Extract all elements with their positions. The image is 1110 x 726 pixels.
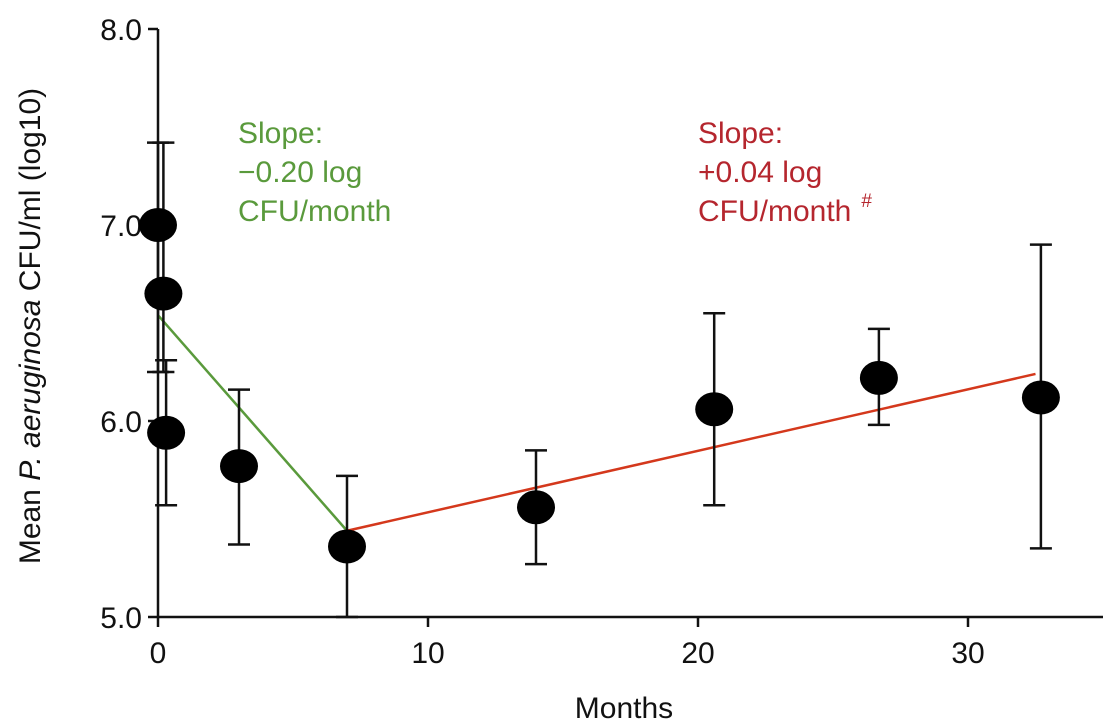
- slope-annotation-line: CFU/month: [238, 195, 391, 228]
- y-axis-title-prefix: Mean: [14, 481, 47, 564]
- data-point: [695, 392, 734, 427]
- data-point: [147, 415, 186, 450]
- y-tick-label: 7.0: [100, 210, 142, 243]
- slope-annotations: Slope: −0.20 log CFU/month Slope: +0.04 log C…: [238, 117, 872, 228]
- slope-annotation-line: −0.20 log: [238, 156, 362, 189]
- y-tick-label: 8.0: [100, 14, 142, 47]
- trend-line: [157, 314, 348, 532]
- data-point: [517, 490, 555, 525]
- x-axis-title: Months: [575, 692, 673, 725]
- error-bar: [152, 141, 175, 374]
- trend-line: [346, 372, 1036, 532]
- slope-annotation-line: Slope:: [238, 117, 323, 150]
- slope-annotation-line: CFU/month: [698, 195, 851, 228]
- y-tick-label: 6.0: [100, 406, 142, 439]
- data-point: [859, 360, 898, 395]
- slope-annotation: Slope: +0.04 log CFU/month #: [698, 117, 872, 228]
- y-axis-title-species: P. aeruginosa: [14, 300, 47, 481]
- trend-lines: [157, 314, 1036, 532]
- error-bar: [147, 141, 169, 374]
- slope-annotation-superscript: #: [861, 191, 872, 212]
- data-point: [1021, 380, 1060, 415]
- slope-annotation-line: +0.04 log: [698, 156, 822, 189]
- x-tick-label: 30: [951, 637, 984, 670]
- x-tick-label: 0: [150, 637, 167, 670]
- axes: 5.0 6.0 7.0 8.0 0 10 20 30: [100, 14, 1103, 670]
- slope-annotation: Slope: −0.20 log CFU/month: [238, 117, 391, 228]
- data-point: [220, 449, 258, 484]
- data-points: [139, 208, 1060, 564]
- slope-annotation-line: Slope:: [698, 117, 783, 150]
- data-point: [328, 529, 366, 564]
- x-tick-label: 20: [681, 637, 714, 670]
- x-tick-label: 10: [411, 637, 444, 670]
- y-axis-title-suffix: CFU/ml (log10): [14, 88, 47, 300]
- y-axis-title: Mean P. aeruginosa CFU/ml (log10): [14, 88, 47, 564]
- data-point: [144, 276, 183, 311]
- labels: Months Mean P. aeruginosa CFU/ml (log10): [14, 88, 673, 725]
- data-point: [139, 208, 177, 242]
- y-tick-label: 5.0: [100, 602, 142, 635]
